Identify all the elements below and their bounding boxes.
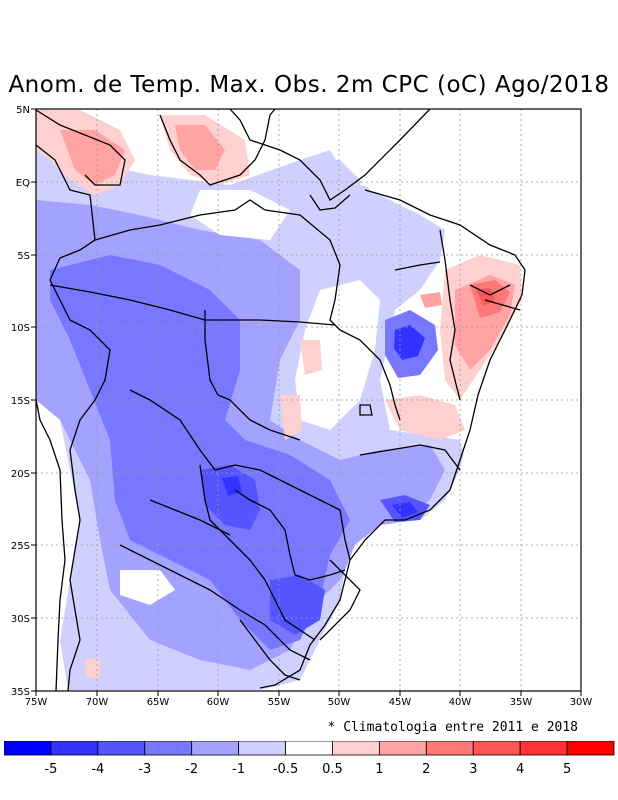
- lat-label: 5N: [16, 105, 30, 116]
- lon-label: 30W: [570, 697, 593, 708]
- legend-swatch: [144, 741, 193, 756]
- legend-swatch: [332, 741, 380, 756]
- lon-label: 60W: [207, 697, 230, 708]
- legend-swatch: [378, 741, 427, 756]
- legend-swatch: [50, 741, 99, 756]
- legend-swatch: [425, 741, 474, 756]
- legend-label: 3: [469, 762, 477, 777]
- lon-label: 55W: [268, 697, 291, 708]
- legend-label: 1: [375, 762, 383, 777]
- legend-swatch: [191, 741, 240, 756]
- lon-label: 40W: [449, 697, 472, 708]
- lon-label: 45W: [389, 697, 412, 708]
- lat-label: 15S: [11, 396, 30, 407]
- legend-swatch: [97, 741, 146, 756]
- legend-labels: -5 -4 -3 -2 -1 -0.5 0.5 1 2 3 4 5: [44, 762, 571, 777]
- anomaly-map: 75W 70W 65W 60W 55W 50W 45W 40W 35W 30W …: [11, 105, 593, 708]
- longitude-labels: 75W 70W 65W 60W 55W 50W 45W 40W 35W 30W: [25, 697, 593, 708]
- color-legend: -5 -4 -3 -2 -1 -0.5 0.5 1 2 3 4 5: [4, 741, 615, 777]
- legend-label: -2: [185, 762, 198, 777]
- legend-swatch: [238, 741, 286, 756]
- axis-ticks: [31, 108, 582, 696]
- lon-label: 70W: [86, 697, 109, 708]
- lat-label: 5S: [17, 251, 30, 262]
- map-title: Anom. de Temp. Max. Obs. 2m CPC (oC) Ago…: [8, 72, 610, 98]
- lat-label: 30S: [11, 614, 30, 625]
- lat-label: 35S: [11, 687, 30, 698]
- lat-label: 20S: [11, 469, 30, 480]
- lat-label: 25S: [11, 541, 30, 552]
- legend-swatch: [4, 741, 52, 756]
- legend-label: -1: [232, 762, 245, 777]
- lon-label: 75W: [25, 697, 48, 708]
- legend-label: -0.5: [273, 762, 298, 777]
- legend-swatch: [472, 741, 521, 756]
- legend-label: 2: [422, 762, 430, 777]
- lat-label: 10S: [11, 323, 30, 334]
- lon-label: 35W: [510, 697, 533, 708]
- lon-label: 65W: [147, 697, 170, 708]
- map-grid: [36, 109, 581, 691]
- negative-anomaly-fields: [36, 140, 470, 690]
- legend-label: 4: [516, 762, 524, 777]
- legend-label: -4: [91, 762, 104, 777]
- country-borders: [35, 108, 526, 692]
- neutral-anomaly-fields: [120, 190, 380, 605]
- legend-label: 5: [563, 762, 571, 777]
- legend-label: -5: [44, 762, 57, 777]
- lat-label: EQ: [16, 178, 30, 189]
- legend-swatch: [285, 741, 333, 756]
- legend-label: 0.5: [322, 762, 343, 777]
- climatology-note: * Climatologia entre 2011 e 2018: [327, 720, 578, 735]
- latitude-labels: 5N EQ 5S 10S 15S 20S 25S 30S 35S: [11, 105, 30, 698]
- legend-swatch: [519, 741, 568, 756]
- lon-label: 50W: [328, 697, 351, 708]
- legend-label: -3: [138, 762, 151, 777]
- legend-swatches: [4, 741, 615, 756]
- legend-swatch: [566, 741, 615, 756]
